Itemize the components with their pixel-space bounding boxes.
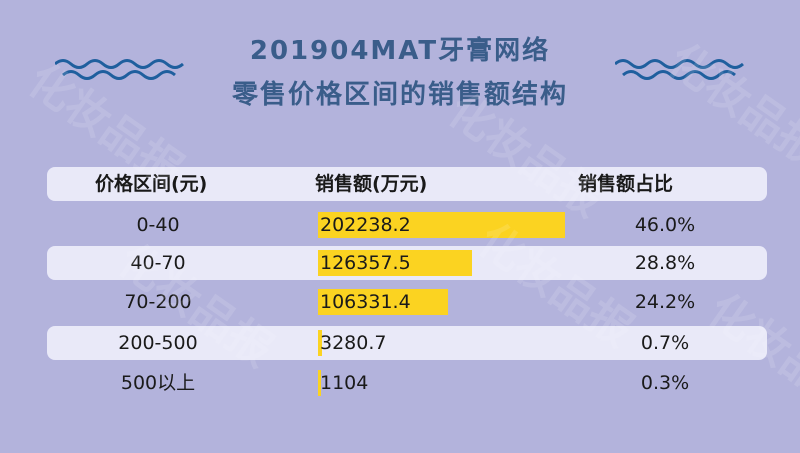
table-header-row [47, 167, 767, 201]
share-cell: 24.2% [634, 291, 696, 313]
sales-value-label: 3280.7 [320, 332, 387, 354]
price-range-cell: 200-500 [118, 332, 198, 354]
price-range-cell: 70-200 [124, 291, 192, 313]
column-header: 销售额(万元) [315, 173, 428, 195]
column-header: 价格区间(元) [95, 173, 208, 195]
sales-bar [318, 289, 448, 315]
chart-title-line1: 201904MAT牙膏网络 [249, 36, 551, 66]
sales-value-label: 126357.5 [320, 252, 411, 274]
chart-title-line2: 零售价格区间的销售额结构 [231, 80, 568, 110]
share-cell: 46.0% [634, 214, 696, 236]
price-range-cell: 40-70 [130, 252, 186, 274]
table-row-highlight [47, 326, 767, 360]
share-cell: 28.8% [634, 252, 696, 274]
share-cell: 0.7% [640, 332, 690, 354]
sales-bar [318, 330, 322, 356]
sales-value-label: 1104 [320, 372, 369, 394]
share-cell: 0.3% [640, 372, 690, 394]
sales-bar [318, 212, 565, 238]
sales-bar [318, 250, 473, 276]
sales-value-label: 202238.2 [320, 214, 411, 236]
right-wave-icon [615, 59, 744, 80]
price-range-cell: 500以上 [120, 372, 196, 394]
left-wave-icon [55, 59, 184, 80]
sales-value-label: 106331.4 [320, 291, 411, 313]
price-range-cell: 0-40 [136, 214, 180, 236]
column-header: 销售额占比 [578, 173, 674, 195]
sales-bar [318, 370, 321, 396]
